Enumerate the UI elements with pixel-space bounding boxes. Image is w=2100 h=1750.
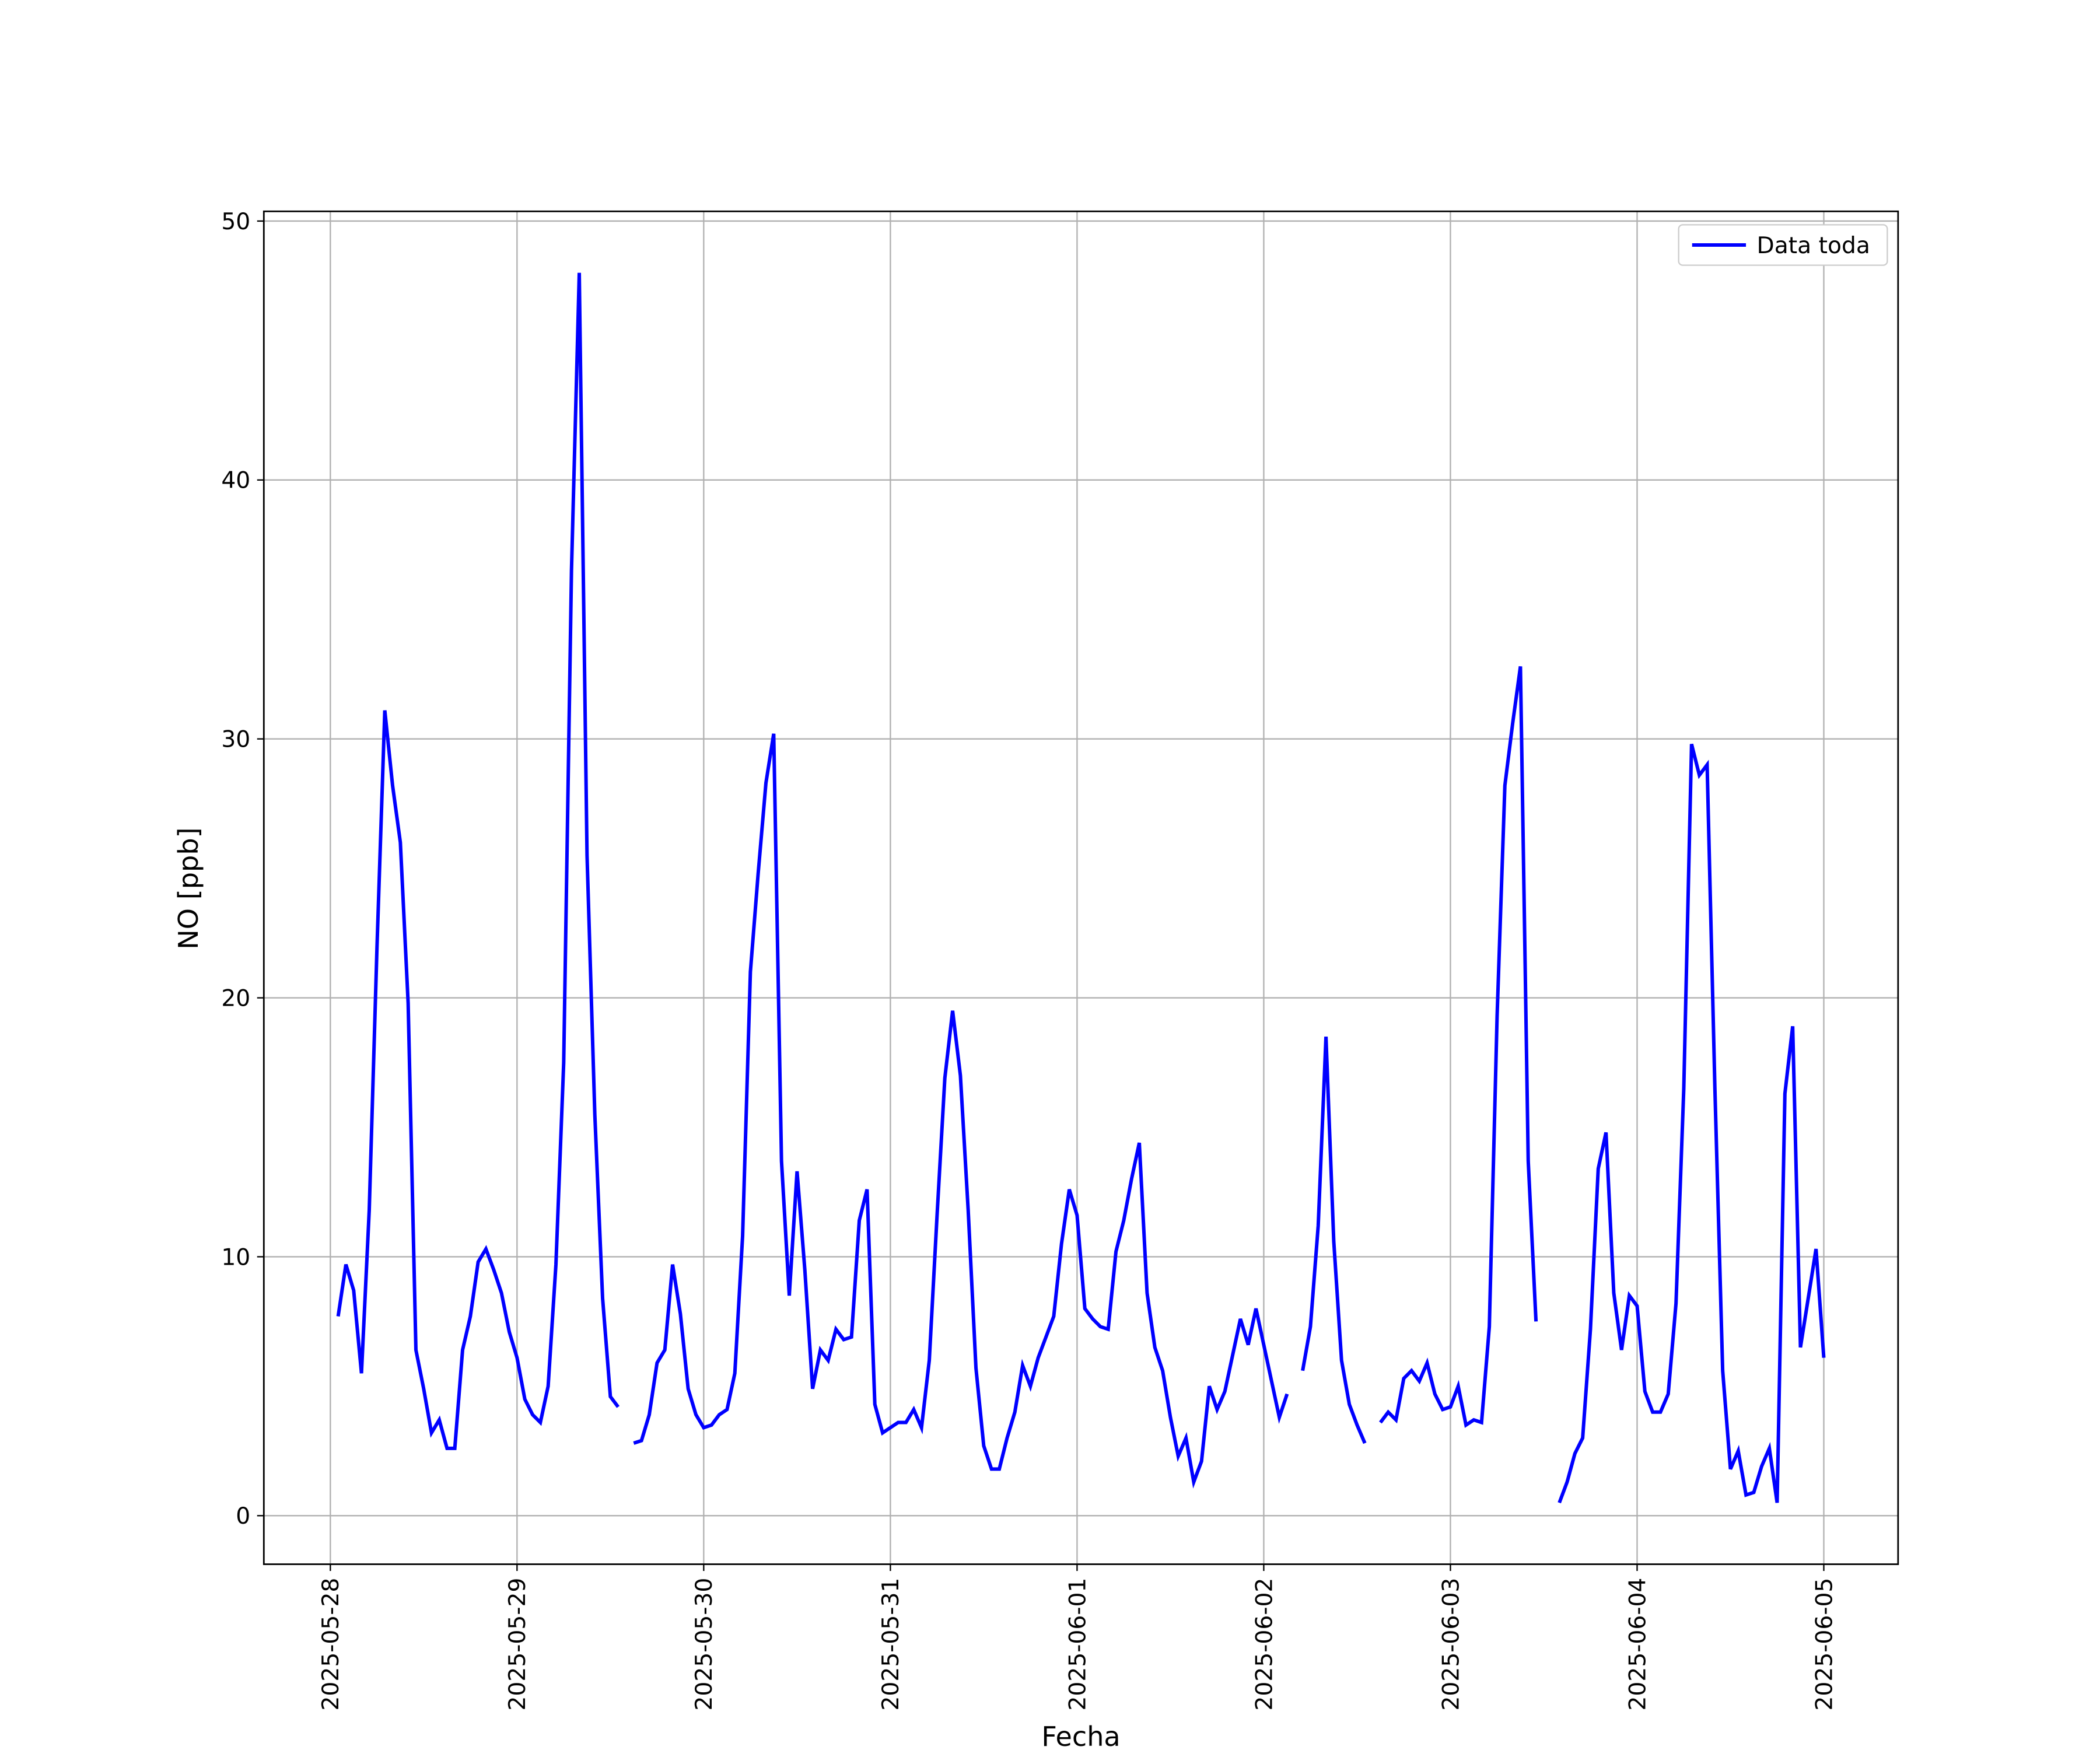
data-line bbox=[336, 272, 1826, 1504]
y-tick-label: 20 bbox=[221, 985, 250, 1012]
x-tick-label: 2025-05-30 bbox=[691, 1578, 718, 1711]
x-tick-label: 2025-05-28 bbox=[318, 1578, 344, 1711]
y-tick-label: 30 bbox=[221, 727, 250, 753]
y-tick-label: 10 bbox=[221, 1244, 250, 1270]
y-axis-label: NO [ppb] bbox=[173, 827, 204, 949]
legend-label: Data toda bbox=[1757, 233, 1870, 259]
x-tick-label: 2025-06-01 bbox=[1065, 1578, 1091, 1711]
x-tick-label: 2025-05-29 bbox=[505, 1578, 531, 1711]
plot-frame bbox=[262, 210, 1899, 1565]
y-tick-label: 0 bbox=[236, 1503, 250, 1530]
x-tick-label: 2025-06-05 bbox=[1811, 1578, 1838, 1711]
x-axis-label: Fecha bbox=[1041, 1721, 1120, 1750]
x-tick-label: 2025-06-03 bbox=[1438, 1578, 1464, 1711]
x-tick-label: 2025-06-04 bbox=[1625, 1578, 1651, 1711]
y-tick-label: 40 bbox=[221, 468, 250, 494]
x-tick-label: 2025-05-31 bbox=[878, 1578, 904, 1711]
y-tick-label: 50 bbox=[221, 209, 250, 235]
legend-box bbox=[1678, 224, 1888, 266]
x-tick-label: 2025-06-02 bbox=[1251, 1578, 1278, 1711]
